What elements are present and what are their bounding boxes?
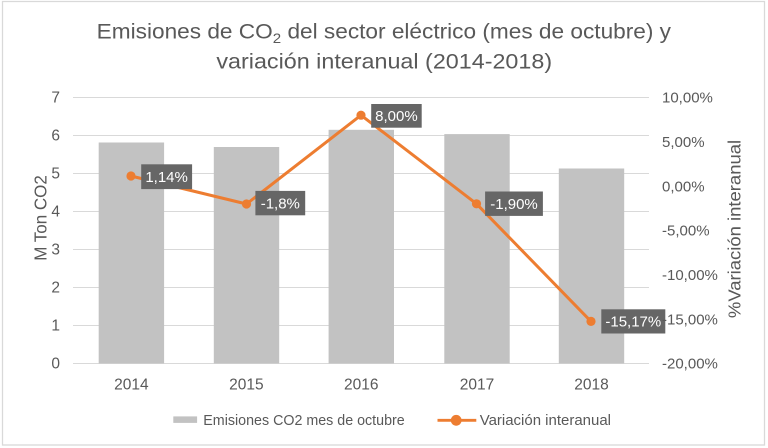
svg-text:%Variación interanual: %Variación interanual bbox=[725, 140, 745, 318]
svg-text:5,00%: 5,00% bbox=[662, 134, 705, 151]
svg-text:-20,00%: -20,00% bbox=[662, 356, 718, 373]
svg-text:10,00%: 10,00% bbox=[662, 90, 713, 107]
svg-text:3: 3 bbox=[51, 242, 60, 259]
svg-text:0: 0 bbox=[51, 356, 60, 373]
svg-text:1: 1 bbox=[51, 318, 60, 335]
svg-text:2016: 2016 bbox=[344, 377, 378, 394]
svg-text:-15,17%: -15,17% bbox=[605, 314, 661, 331]
svg-text:2017: 2017 bbox=[460, 377, 494, 394]
svg-text:0,00%: 0,00% bbox=[662, 178, 705, 195]
svg-text:2015: 2015 bbox=[229, 377, 263, 394]
svg-text:Variación interanual: Variación interanual bbox=[480, 412, 611, 429]
svg-text:-15,00%: -15,00% bbox=[662, 311, 718, 328]
svg-text:-1,90%: -1,90% bbox=[490, 196, 538, 213]
svg-text:2: 2 bbox=[51, 280, 60, 297]
svg-text:5: 5 bbox=[51, 166, 60, 183]
svg-text:4: 4 bbox=[51, 204, 60, 221]
svg-text:M Ton CO2: M Ton CO2 bbox=[31, 175, 51, 261]
svg-text:2014: 2014 bbox=[114, 377, 149, 394]
svg-text:-1,8%: -1,8% bbox=[261, 195, 300, 212]
svg-text:6: 6 bbox=[51, 128, 60, 145]
svg-text:7: 7 bbox=[51, 90, 60, 107]
svg-text:-5,00%: -5,00% bbox=[662, 223, 710, 240]
svg-text:Emisiones de CO2 del sector el: Emisiones de CO 2 del sector eléctrico (m… bbox=[97, 21, 672, 47]
svg-text:8,00%: 8,00% bbox=[375, 108, 418, 125]
svg-text:-10,00%: -10,00% bbox=[662, 267, 718, 284]
svg-text:Emisiones CO2 mes de octubre: Emisiones CO2 mes de octubre bbox=[203, 412, 404, 429]
svg-text:variación interanual (2014-201: variación interanual (2014-2018) bbox=[216, 50, 552, 73]
svg-text:1,14%: 1,14% bbox=[145, 169, 188, 186]
svg-text:2018: 2018 bbox=[574, 377, 608, 394]
